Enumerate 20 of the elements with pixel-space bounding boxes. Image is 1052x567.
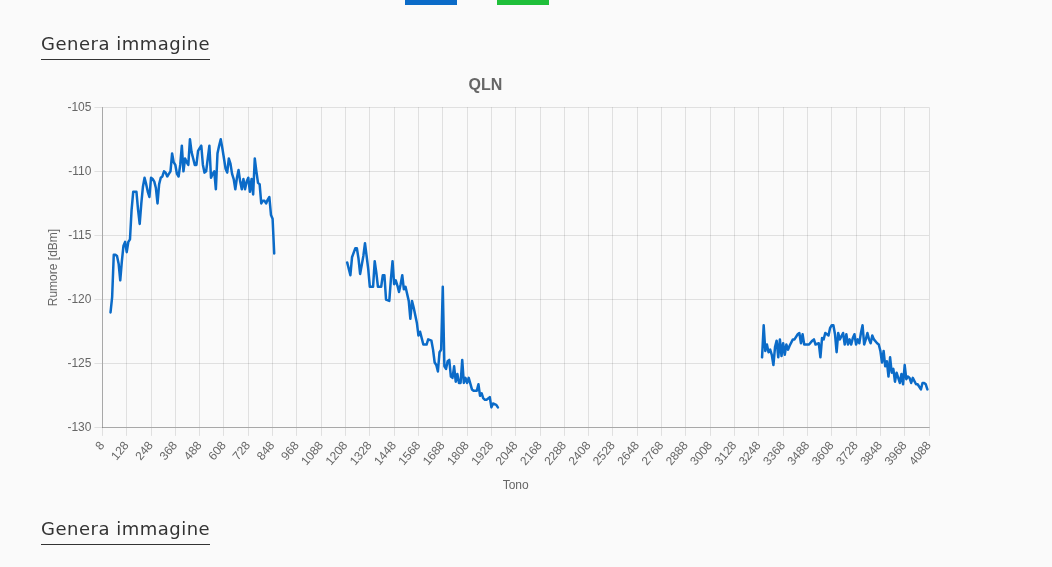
x-tick-label: 968 [278, 438, 302, 463]
chart-title: QLN [468, 76, 503, 94]
y-tick-label: -125 [67, 356, 92, 371]
y-tick-label: -130 [67, 420, 92, 435]
x-tick-label: 488 [180, 438, 205, 463]
x-tick-label: 8 [92, 438, 108, 453]
y-tick-label: -115 [68, 227, 92, 242]
text: Genera immagine [41, 518, 211, 545]
y-axis-title: Rumore [dBm] [45, 228, 60, 307]
text: Genera immagine [41, 33, 211, 60]
y-tick-label: -105 [67, 99, 92, 114]
x-axis-title: Tono [502, 478, 530, 493]
y-tick-label: -110 [68, 163, 92, 178]
x-tick-label: 848 [253, 438, 278, 463]
x-tick-label: 128 [107, 438, 132, 463]
y-tick-label: -120 [67, 291, 92, 306]
x-tick-label: 608 [205, 438, 230, 463]
x-tick-label: 728 [229, 438, 254, 463]
x-tick-label: 368 [156, 438, 181, 463]
x-tick-label: 248 [132, 438, 157, 463]
